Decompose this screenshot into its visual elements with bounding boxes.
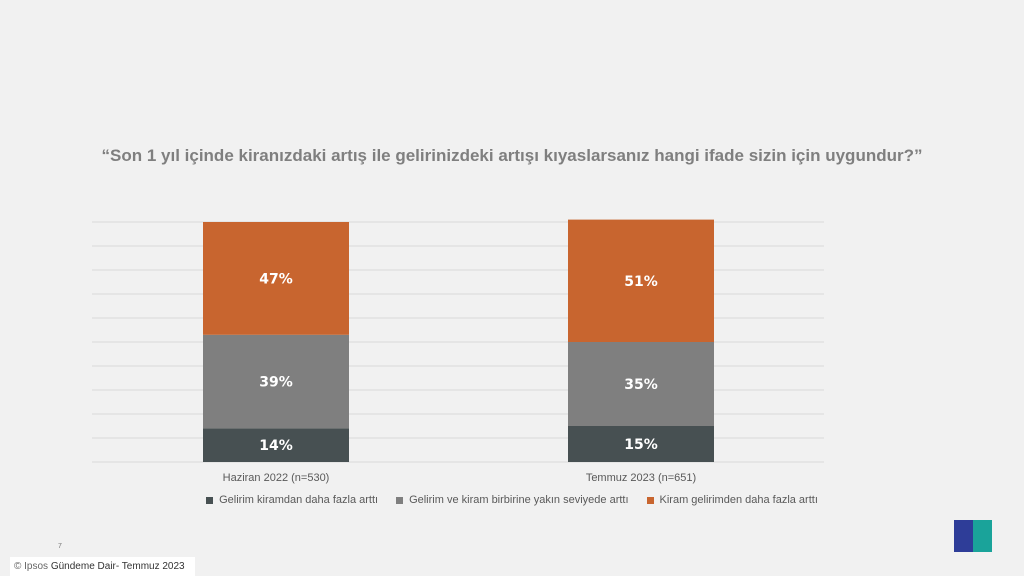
legend-item-0: Gelirim kiramdan daha fazla arttı — [206, 494, 378, 506]
data-label: 39% — [259, 375, 293, 391]
legend-swatch — [396, 496, 404, 504]
legend-item-1: Gelirim ve kiram birbirine yakın seviyed… — [396, 494, 629, 506]
legend-label: Gelirim kiramdan daha fazla arttı — [219, 494, 379, 506]
page-number: 7 — [58, 543, 62, 550]
legend-swatch — [206, 496, 214, 504]
legend: Gelirim kiramdan daha fazla arttı Geliri… — [0, 494, 1024, 506]
legend-label: Gelirim ve kiram birbirine yakın seviyed… — [409, 494, 629, 506]
footer: © Ipsos Gündeme Dair- Temmuz 2023 — [10, 557, 195, 576]
bar-segment — [568, 219, 714, 342]
bar-segment — [568, 426, 714, 462]
legend-swatch — [646, 496, 654, 504]
chart-title: “Son 1 yıl içinde kiranızdaki artış ile … — [101, 146, 923, 165]
bar-segment — [203, 428, 349, 462]
legend-label: Kiram gelirimden daha fazla arttı — [659, 494, 818, 506]
x-tick-label: Haziran 2022 (n=530) — [223, 472, 330, 484]
bar-segment — [568, 342, 714, 426]
legend-item-2: Kiram gelirimden daha fazla arttı — [646, 494, 818, 506]
data-label: 47% — [259, 271, 293, 287]
x-tick-label: Temmuz 2023 (n=651) — [586, 472, 696, 484]
data-label: 51% — [624, 274, 658, 290]
data-label: 35% — [624, 377, 658, 393]
bar-segment — [203, 334, 349, 429]
footer-text: Gündeme Dair- Temmuz 2023 — [50, 561, 185, 572]
data-label: 14% — [259, 438, 293, 454]
data-label: 15% — [624, 437, 658, 453]
footer-brand: © Ipsos — [14, 561, 49, 572]
bar-segment — [203, 222, 349, 335]
ipsos-logo — [954, 520, 992, 552]
